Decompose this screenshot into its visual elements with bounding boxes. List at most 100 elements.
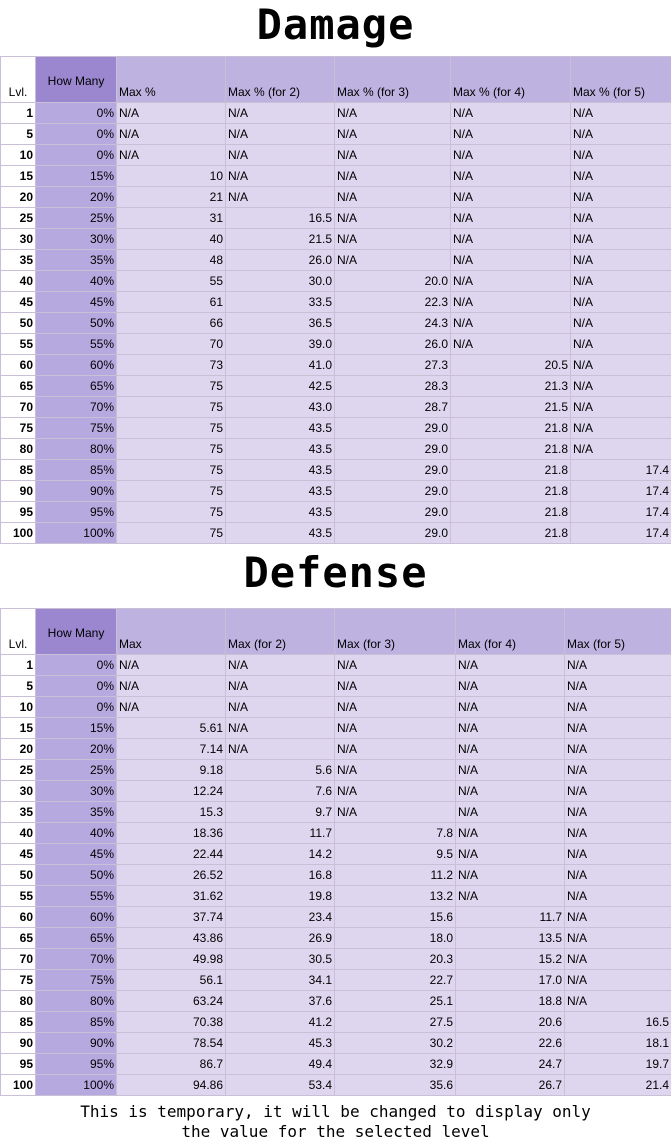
how-many-cell: 80% bbox=[36, 439, 117, 460]
how-many-cell: 100% bbox=[36, 523, 117, 544]
value-cell: 26.9 bbox=[226, 928, 335, 949]
footer-line-1: This is temporary, it will be changed to… bbox=[0, 1102, 671, 1122]
value-cell: N/A bbox=[451, 187, 571, 208]
value-cell: 15.6 bbox=[335, 907, 456, 928]
damage-header-max-2: Max % (for 2) bbox=[226, 57, 335, 103]
value-cell: 45.3 bbox=[226, 1033, 335, 1054]
value-cell: 34.1 bbox=[226, 970, 335, 991]
value-cell: 22.3 bbox=[335, 292, 451, 313]
value-cell: 11.2 bbox=[335, 865, 456, 886]
value-cell: 29.0 bbox=[335, 502, 451, 523]
value-cell: N/A bbox=[565, 655, 671, 676]
how-many-cell: 0% bbox=[36, 697, 117, 718]
how-many-cell: 85% bbox=[36, 460, 117, 481]
level-cell: 15 bbox=[1, 166, 36, 187]
how-many-cell: 35% bbox=[36, 250, 117, 271]
value-cell: N/A bbox=[117, 145, 226, 166]
how-many-cell: 90% bbox=[36, 481, 117, 502]
value-cell: 48 bbox=[117, 250, 226, 271]
value-cell: N/A bbox=[117, 124, 226, 145]
value-cell: 20.5 bbox=[451, 355, 571, 376]
how-many-cell: 70% bbox=[36, 949, 117, 970]
value-cell: N/A bbox=[335, 802, 456, 823]
value-cell: 39.0 bbox=[226, 334, 335, 355]
value-cell: 75 bbox=[117, 502, 226, 523]
level-cell: 45 bbox=[1, 844, 36, 865]
value-cell: 17.4 bbox=[571, 481, 671, 502]
footer-note: This is temporary, it will be changed to… bbox=[0, 1102, 671, 1142]
defense-header-max-3: Max (for 3) bbox=[335, 609, 456, 655]
how-many-cell: 80% bbox=[36, 991, 117, 1012]
value-cell: 21.4 bbox=[565, 1075, 671, 1096]
value-cell: 35.6 bbox=[335, 1075, 456, 1096]
level-cell: 65 bbox=[1, 928, 36, 949]
value-cell: N/A bbox=[451, 313, 571, 334]
value-cell: 7.14 bbox=[117, 739, 226, 760]
value-cell: N/A bbox=[451, 334, 571, 355]
value-cell: 23.4 bbox=[226, 907, 335, 928]
level-cell: 70 bbox=[1, 949, 36, 970]
value-cell: N/A bbox=[571, 355, 671, 376]
value-cell: N/A bbox=[565, 886, 671, 907]
level-cell: 40 bbox=[1, 823, 36, 844]
how-many-cell: 0% bbox=[36, 145, 117, 166]
value-cell: N/A bbox=[571, 418, 671, 439]
level-cell: 85 bbox=[1, 1012, 36, 1033]
level-cell: 95 bbox=[1, 502, 36, 523]
value-cell: 30.5 bbox=[226, 949, 335, 970]
value-cell: N/A bbox=[571, 124, 671, 145]
level-cell: 35 bbox=[1, 802, 36, 823]
value-cell: N/A bbox=[456, 865, 565, 886]
value-cell: 53.4 bbox=[226, 1075, 335, 1096]
value-cell: 7.8 bbox=[335, 823, 456, 844]
value-cell: N/A bbox=[571, 334, 671, 355]
how-many-cell: 50% bbox=[36, 313, 117, 334]
value-cell: 49.98 bbox=[117, 949, 226, 970]
value-cell: 30.2 bbox=[335, 1033, 456, 1054]
value-cell: N/A bbox=[226, 103, 335, 124]
value-cell: 22.44 bbox=[117, 844, 226, 865]
value-cell: N/A bbox=[335, 781, 456, 802]
how-many-cell: 25% bbox=[36, 760, 117, 781]
footer-line-2: the value for the selected level bbox=[0, 1122, 671, 1142]
value-cell: N/A bbox=[451, 103, 571, 124]
damage-header-row: Lvl. How Many Max % Max % (for 2) Max % … bbox=[1, 57, 671, 103]
value-cell: 26.0 bbox=[335, 334, 451, 355]
value-cell: 32.9 bbox=[335, 1054, 456, 1075]
level-cell: 100 bbox=[1, 1075, 36, 1096]
how-many-cell: 55% bbox=[36, 334, 117, 355]
value-cell: 18.36 bbox=[117, 823, 226, 844]
value-cell: 15.2 bbox=[456, 949, 565, 970]
value-cell: 75 bbox=[117, 523, 226, 544]
value-cell: 66 bbox=[117, 313, 226, 334]
defense-header-max: Max bbox=[117, 609, 226, 655]
defense-header-max-5: Max (for 5) bbox=[565, 609, 671, 655]
value-cell: 18.1 bbox=[565, 1033, 671, 1054]
level-cell: 30 bbox=[1, 229, 36, 250]
value-cell: N/A bbox=[226, 655, 335, 676]
how-many-cell: 0% bbox=[36, 655, 117, 676]
how-many-cell: 95% bbox=[36, 1054, 117, 1075]
value-cell: 22.7 bbox=[335, 970, 456, 991]
value-cell: N/A bbox=[565, 739, 671, 760]
value-cell: 16.5 bbox=[565, 1012, 671, 1033]
value-cell: 21.8 bbox=[451, 481, 571, 502]
value-cell: 22.6 bbox=[456, 1033, 565, 1054]
defense-section: Defense Lvl. How Many Max Max (for 2) Ma… bbox=[0, 544, 671, 1096]
damage-header-max-3: Max % (for 3) bbox=[335, 57, 451, 103]
